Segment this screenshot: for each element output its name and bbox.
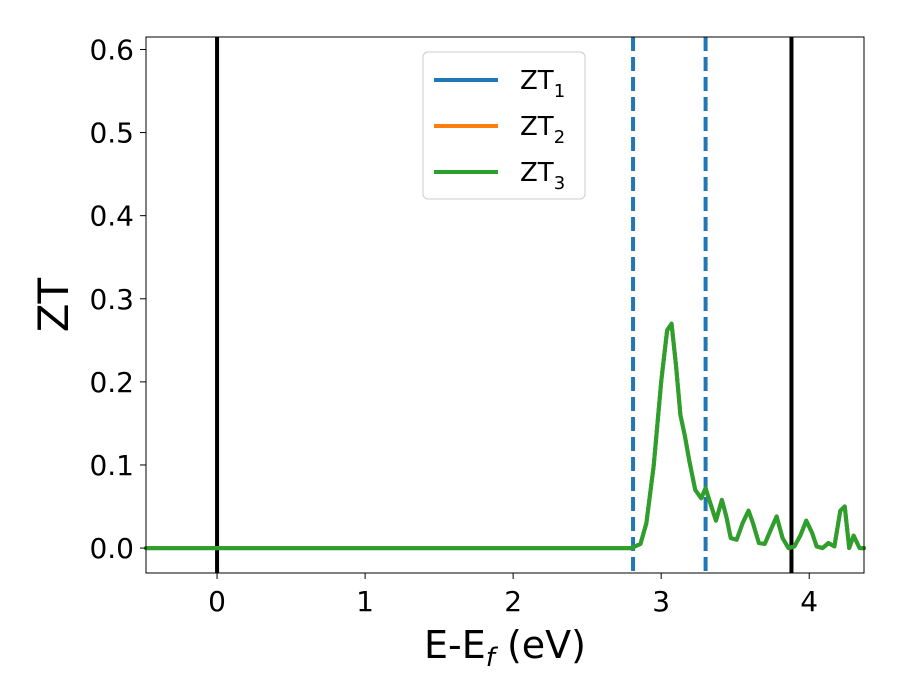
series-lines: [144, 321, 866, 551]
reference-lines: [215, 37, 794, 573]
y-tick-label: 0.0: [89, 532, 134, 565]
legend-label-3: ZT3: [520, 158, 565, 194]
y-axis-label: ZT: [29, 277, 78, 332]
x-axis-label-suffix: (eV): [495, 623, 586, 667]
x-tick-label: 0: [208, 585, 226, 618]
x-axis-label: E-Ef (eV): [424, 623, 586, 673]
legend-label-base: ZT: [520, 112, 554, 142]
legend-box: [422, 51, 586, 200]
legend-label-subscript: 3: [554, 173, 565, 194]
legend-label-base: ZT: [520, 158, 554, 188]
y-tick-label: 0.3: [89, 283, 134, 316]
legend-label-subscript: 2: [554, 127, 565, 148]
x-axis-label-base: E-E: [424, 623, 486, 667]
x-tick-label: 4: [800, 585, 818, 618]
legend-label-1: ZT1: [520, 66, 565, 102]
y-tick-label: 0.6: [89, 33, 134, 66]
series-line-3: [144, 321, 866, 551]
y-tick-label: 0.4: [89, 200, 134, 233]
legend-label-base: ZT: [520, 66, 554, 96]
legend-label-2: ZT2: [520, 112, 565, 148]
y-axis-ticks: 0.0 0.1 0.2 0.3 0.4 0.5 0.6: [89, 33, 146, 565]
y-tick-label: 0.5: [89, 117, 134, 150]
x-tick-label: 3: [652, 585, 670, 618]
y-tick-label: 0.2: [89, 366, 134, 399]
y-tick-label: 0.1: [89, 449, 134, 482]
plot-frame: [145, 36, 865, 574]
x-tick-label: 2: [504, 585, 522, 618]
legend-label-subscript: 1: [554, 81, 565, 102]
x-axis-ticks: 0 1 2 3 4: [208, 573, 818, 618]
x-tick-label: 1: [356, 585, 374, 618]
